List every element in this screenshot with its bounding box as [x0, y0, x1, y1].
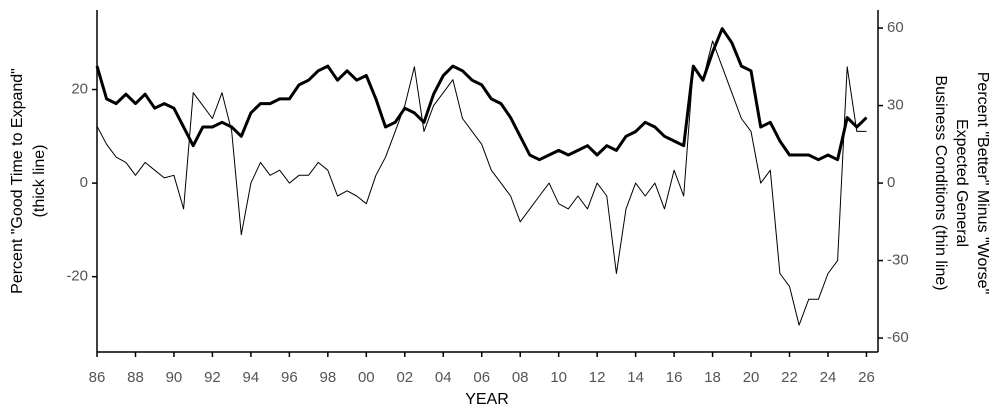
x-tick-label: 22: [781, 369, 798, 386]
x-tick-label: 92: [204, 369, 221, 386]
y-tick-label: 20: [71, 81, 88, 98]
x-axis-label: YEAR: [465, 391, 509, 408]
x-tick-label: 08: [512, 369, 529, 386]
x-tick-label: 16: [666, 369, 683, 386]
x-tick-label: 04: [435, 369, 452, 386]
y2-axis-label: Business Conditions (thin line): [932, 75, 949, 290]
y2-axis-label: Expected General: [953, 119, 970, 247]
data-line: [95, 27, 868, 162]
y2-tick-label: 0: [887, 174, 895, 191]
y2-tick-label: -30: [887, 252, 909, 269]
x-tick-label: 02: [396, 369, 413, 386]
y-axis-label: (thick line): [31, 145, 48, 218]
y2-tick-label: 30: [887, 97, 904, 114]
x-tick-label: 86: [89, 369, 106, 386]
x-tick-label: 24: [820, 369, 837, 386]
x-tick-label: 20: [743, 369, 760, 386]
y2-tick-label: 60: [887, 19, 904, 36]
y-axis-label: Percent "Good Time to Expand": [9, 68, 26, 294]
x-tick-label: 96: [281, 369, 298, 386]
x-tick-label: 14: [627, 369, 644, 386]
y2-tick-label: -60: [887, 329, 909, 346]
x-tick-label: 10: [550, 369, 567, 386]
x-tick-label: 94: [243, 369, 260, 386]
x-tick-label: 26: [858, 369, 875, 386]
x-tick-label: 90: [166, 369, 183, 386]
y-tick-label: 0: [80, 174, 88, 191]
x-tick-label: 12: [589, 369, 606, 386]
x-tick-label: 98: [319, 369, 336, 386]
x-tick-label: 06: [473, 369, 490, 386]
x-tick-label: 18: [704, 369, 721, 386]
x-tick-label: 88: [127, 369, 144, 386]
x-tick-label: 00: [358, 369, 375, 386]
y2-axis-label: Percent "Better" Minus "Worse": [974, 72, 991, 295]
y-tick-label: -20: [66, 268, 88, 285]
data-line: [96, 40, 867, 326]
